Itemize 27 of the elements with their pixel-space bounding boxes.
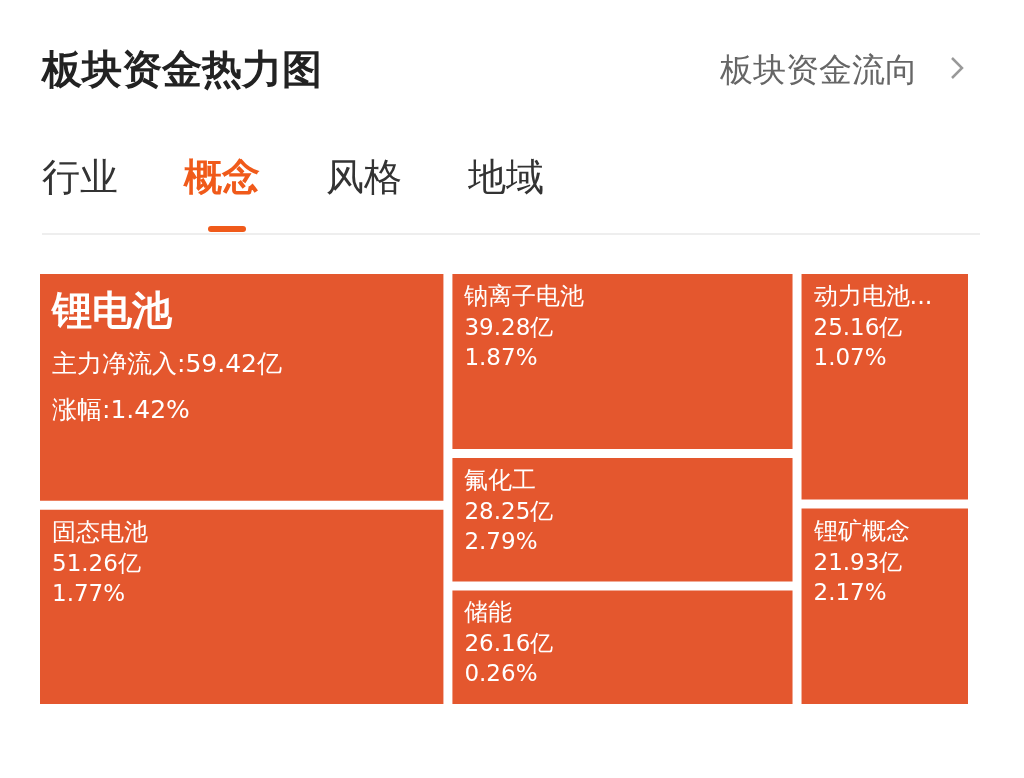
data-label: 2.17% — [813, 578, 887, 605]
data-label: 21.93亿 — [813, 548, 903, 575]
data-label: 51.26亿 — [52, 549, 141, 576]
data-label: 涨幅:1.42% — [52, 394, 190, 424]
category-label: 固态电池 — [52, 517, 148, 546]
text: 行业 — [42, 154, 118, 201]
category-label: 氟化工 — [464, 466, 537, 495]
data-label: 0.26% — [464, 660, 538, 687]
category-label: 钠离子电池 — [463, 282, 585, 310]
text: 概念 — [184, 154, 260, 201]
text: 风格 — [326, 154, 402, 201]
category-label: 锂矿概念 — [812, 516, 910, 545]
data-label: 26.16亿 — [464, 630, 554, 657]
data-label: 28.25亿 — [464, 498, 554, 525]
text: 板块资金流向 — [720, 49, 918, 91]
data-label: 1.77% — [52, 579, 126, 606]
text: 地域 — [468, 154, 544, 201]
data-label: 39.28亿 — [464, 314, 554, 340]
text: 板块资金热力图 — [42, 45, 322, 94]
category-label: 锂电池 — [50, 287, 173, 333]
data-label: 主力净流入:59.42亿 — [52, 348, 282, 378]
data-label: 2.79% — [464, 528, 538, 555]
data-label: 1.07% — [813, 344, 887, 370]
category-label: 动力电池... — [813, 282, 933, 310]
data-label: 1.87% — [464, 344, 538, 370]
category-label: 储能 — [464, 598, 513, 627]
data-label: 25.16亿 — [813, 314, 903, 340]
